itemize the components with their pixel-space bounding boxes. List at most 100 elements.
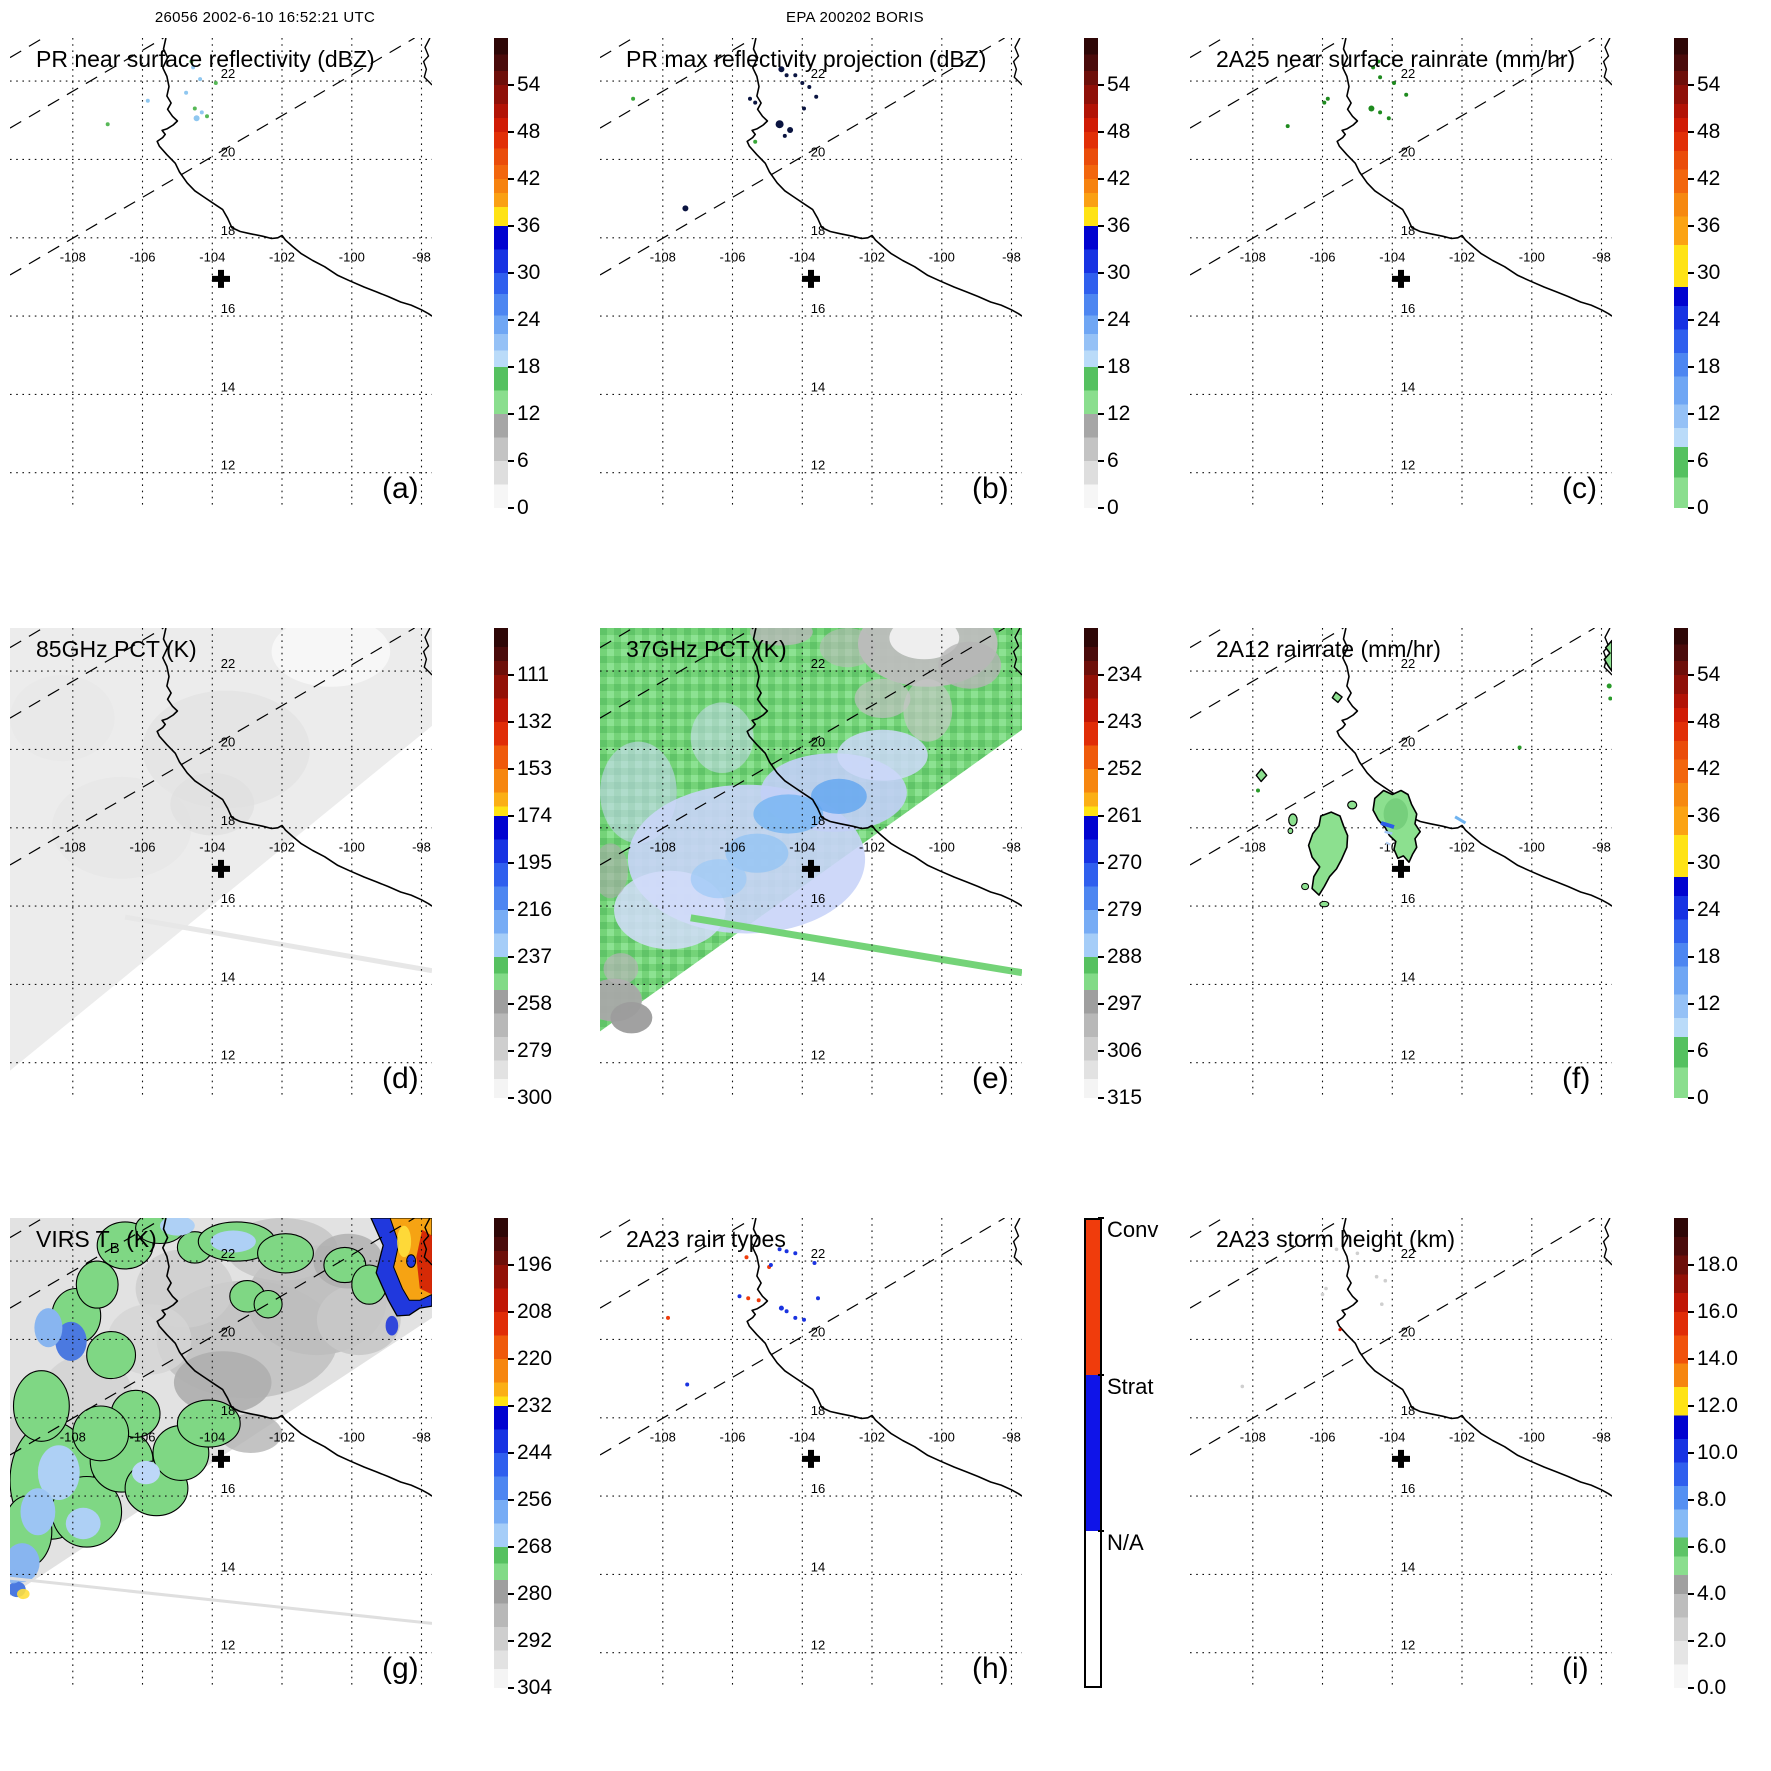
lat-tick-label: 12: [811, 1048, 825, 1063]
colorbar-tick-mark: [1688, 413, 1694, 415]
data-patch: [75, 1260, 119, 1309]
data-patch: [690, 702, 754, 773]
storm-center-cross-marker: [212, 269, 230, 288]
colorbar-tick-label: 268: [517, 1535, 553, 1558]
coastline: [156, 38, 432, 317]
data-pixel: [205, 114, 209, 119]
gulf-coastline: [422, 628, 432, 676]
data-pixel: [1240, 1384, 1245, 1389]
colorbar-tick-mark: [508, 1499, 514, 1501]
lon-tick-label: -108: [1240, 249, 1266, 264]
scan-streak: [1385, 841, 1391, 846]
data-pixel: [1322, 100, 1327, 105]
lon-tick-label: -98: [412, 839, 431, 854]
lat-tick-label: 12: [1401, 1638, 1415, 1653]
colorbar-tick-label: 18: [1697, 945, 1721, 968]
colorbar-tick-mark: [508, 1640, 514, 1642]
colorbar-tick-label: 12.0: [1697, 1394, 1738, 1417]
panel-e-title: 37GHz PCT (K): [626, 636, 787, 663]
lon-tick-label: -98: [1002, 249, 1021, 264]
swath-data-layer: [10, 628, 432, 1071]
title-text: 2A12 rainrate (mm/hr): [1216, 636, 1441, 662]
scan-streak: [1454, 815, 1467, 825]
lat-tick-label: 16: [1401, 1481, 1415, 1496]
colorbar-tick-label: 174: [517, 804, 553, 827]
scan-streak: [1380, 821, 1395, 829]
data-pixel: [1325, 96, 1330, 101]
lon-tick-label: -106: [129, 249, 155, 264]
colorbar-gradient: [1674, 38, 1688, 508]
colorbar-tick-label: 48: [1697, 120, 1721, 143]
lat-tick-label: 20: [811, 734, 825, 749]
lon-tick-label: -102: [859, 839, 885, 854]
colorbar-tick-mark: [1098, 721, 1104, 723]
colorbar-tick-mark: [1688, 1593, 1694, 1595]
colorbar-tick-mark: [1098, 674, 1104, 676]
panel-b: EPA 200202 BORIS 22 20 18 16 14 12 -108 -106 -10…: [590, 0, 1180, 591]
colorbar-tick-label: 237: [517, 945, 553, 968]
lat-tick-label: 14: [811, 1559, 825, 1574]
panel-g-title: VIRS TB (K): [36, 1226, 157, 1257]
title-text: VIRS T: [36, 1226, 110, 1252]
swath-edge-dashed-lines: [600, 38, 1005, 276]
colorbar-tick-label: 6.0: [1697, 1535, 1727, 1558]
colorbar-tick-mark: [1098, 178, 1104, 180]
colorbar-tick-mark: [1098, 1530, 1104, 1533]
lat-tick-label: 20: [1401, 1324, 1415, 1339]
colorbar-tick-label: 258: [517, 992, 553, 1015]
colorbar-tick-label: 48: [1107, 120, 1131, 143]
data-patch: [903, 679, 953, 742]
colorbar-tick-label: 30: [1107, 261, 1131, 284]
lon-tick-label: -102: [269, 839, 295, 854]
lat-tick-label: 20: [1401, 734, 1415, 749]
lon-tick-label: -102: [269, 1429, 295, 1444]
data-pixel: [744, 1255, 749, 1260]
colorbar-tick-mark: [1098, 815, 1104, 817]
lon-tick-label: -106: [129, 1429, 155, 1444]
title-text: 85GHz PCT (K): [36, 636, 197, 662]
lat-tick-label: 20: [811, 144, 825, 159]
panel-c-title: 2A25 near surface rainrate (mm/hr): [1216, 46, 1575, 73]
colorbar-tick-mark: [508, 1358, 514, 1360]
data-patch: [854, 678, 911, 719]
data-pixel: [105, 122, 110, 127]
coastline: [156, 628, 432, 907]
data-pixel: [1517, 745, 1522, 750]
data-region: [1331, 691, 1343, 704]
data-pixel: [1378, 75, 1383, 80]
colorbar-tick-label: 234: [1107, 663, 1143, 686]
colorbar-tick-mark: [508, 1264, 514, 1266]
data-patch: [37, 1445, 80, 1500]
colorbar-gradient: [1084, 38, 1098, 508]
lat-tick-label: 12: [1401, 1048, 1415, 1063]
lon-tick-label: -106: [719, 249, 745, 264]
colorbar-a: 54 48 42 36 30 24 18 12 6 0: [494, 38, 589, 528]
lon-tick-label: -108: [1240, 839, 1266, 854]
lat-tick-label: 20: [221, 144, 235, 159]
panel-d-title: 85GHz PCT (K): [36, 636, 197, 663]
data-pixel: [1386, 116, 1391, 121]
data-pixel: [1383, 1278, 1388, 1283]
data-patch: [1383, 798, 1408, 830]
swath-edge-dashed-lines: [1190, 1218, 1595, 1456]
colorbar-tick-mark: [1098, 460, 1104, 462]
panel-d-letter: (d): [382, 1062, 419, 1095]
lon-tick-label: -100: [339, 839, 365, 854]
swath-edge-dashed-lines: [10, 1218, 415, 1456]
coastline: [1336, 38, 1612, 317]
panel-b-letter: (b): [972, 472, 1009, 505]
data-pixel: [807, 85, 812, 89]
colorbar-tick-mark: [1098, 956, 1104, 958]
colorbar-c: 54 48 42 36 30 24 18 12 6 0: [1674, 38, 1769, 528]
lon-tick-label: -98: [1592, 249, 1611, 264]
colorbar-tick-mark: [1688, 319, 1694, 321]
data-pixel: [1404, 92, 1409, 97]
lon-tick-label: -98: [1002, 1429, 1021, 1444]
colorbar-tick-mark: [508, 413, 514, 415]
data-patch: [819, 628, 876, 668]
panel-g: 22 20 18 16 14 12 -108 -106 -104 -102 -100 -98 VIRS…: [0, 1180, 590, 1771]
swath-edge-dashed-lines: [1190, 628, 1595, 866]
colorbar-tick-label: 10.0: [1697, 1441, 1738, 1464]
data-overlay-layer: [105, 59, 218, 127]
colorbar-tick-mark: [508, 674, 514, 676]
